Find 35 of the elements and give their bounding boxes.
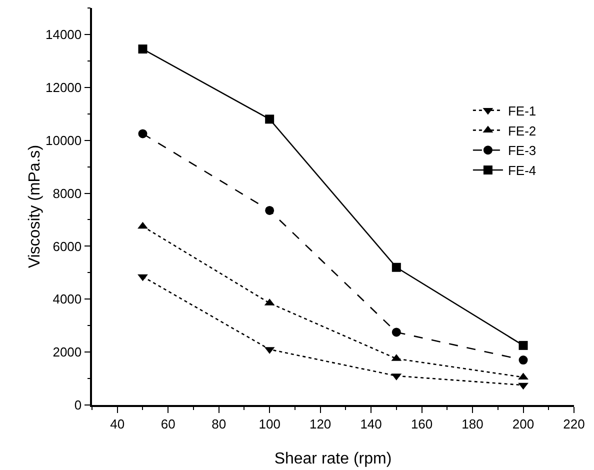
y-tick-label: 6000: [52, 238, 82, 254]
x-tick-label: 220: [563, 416, 585, 432]
x-tick-label: 80: [212, 416, 226, 432]
legend-label: FE-2: [508, 123, 536, 138]
y-tick-label: 4000: [52, 292, 82, 307]
point: [518, 340, 528, 350]
point: [138, 274, 148, 282]
legend-label: FE-1: [508, 103, 536, 118]
x-tick-label: 40: [110, 416, 125, 432]
point: [518, 356, 528, 365]
x-axis-title: Shear rate (rpm): [274, 450, 392, 468]
y-tick-label: 10000: [45, 132, 82, 148]
x-tick-label: 180: [462, 416, 484, 432]
x-tick-label: 200: [512, 416, 534, 432]
legend-label: FE-3: [508, 143, 536, 158]
y-tick-label: 14000: [45, 27, 82, 42]
y-tick-label: 12000: [45, 80, 82, 95]
point: [392, 328, 401, 337]
x-tick-label: 60: [160, 416, 176, 432]
point: [265, 114, 274, 124]
point: [138, 222, 148, 229]
x-tick-label: 100: [258, 416, 280, 432]
point: [265, 206, 274, 215]
point: [138, 44, 148, 54]
x-tick-label: 160: [410, 416, 433, 432]
y-tick-label: 8000: [52, 186, 82, 201]
point: [138, 129, 148, 138]
x-tick-label: 140: [360, 416, 382, 432]
point: [518, 382, 528, 390]
y-axis-title: Viscosity (mPa.s): [26, 144, 44, 268]
point: [392, 262, 401, 272]
x-tick-label: 120: [309, 416, 332, 432]
y-tick-label: 2000: [52, 344, 82, 360]
y-tick-label: 0: [74, 398, 82, 413]
legend-label: FE-4: [508, 163, 536, 178]
